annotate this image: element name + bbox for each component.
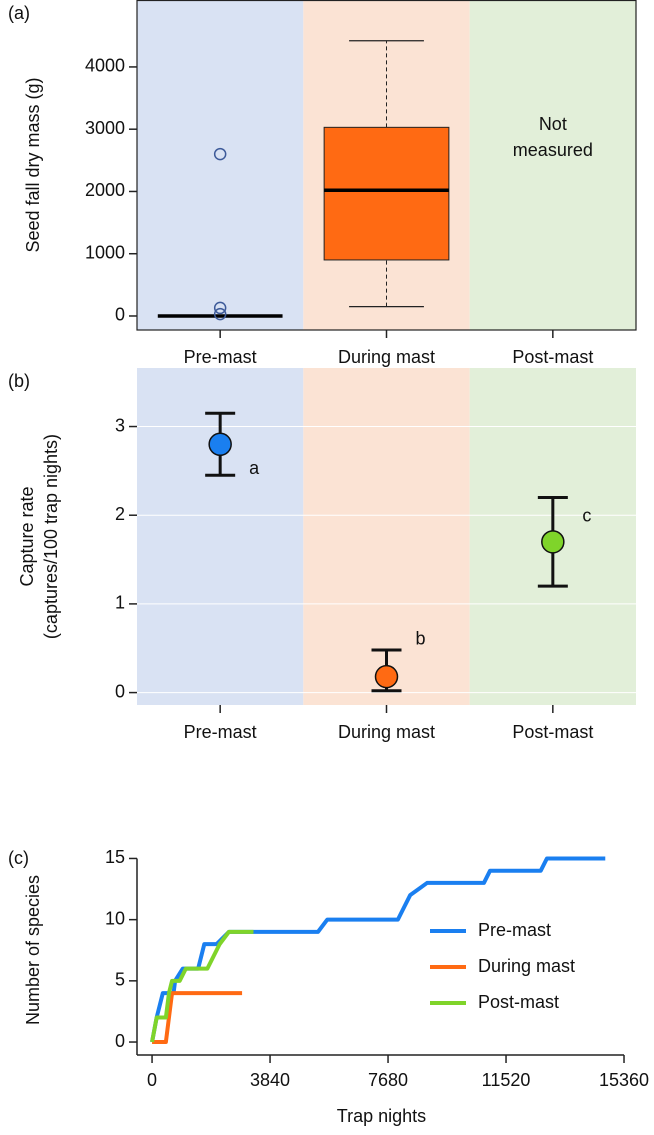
outlier — [213, 147, 227, 161]
y-tick-label: 1 — [115, 593, 125, 613]
annotation: b — [415, 628, 425, 648]
x-tick-label: 0 — [147, 1070, 157, 1090]
y-tick-label: 0 — [115, 305, 125, 325]
point — [541, 530, 565, 554]
x-tick-label: Pre-mast — [184, 347, 257, 367]
legend-label: Pre-mast — [478, 920, 551, 940]
annotation: Not — [539, 114, 567, 134]
x-tick-label: Post-mast — [512, 722, 593, 742]
y-tick-label: 5 — [115, 970, 125, 990]
y-axis-label: Seed fall dry mass (g) — [23, 77, 43, 252]
y-tick-label: 4000 — [85, 56, 125, 76]
y-tick-label: 3 — [115, 415, 125, 435]
y-axis-label: Capture rate — [17, 486, 37, 586]
series-line — [152, 991, 243, 1045]
x-tick-label: During mast — [338, 722, 435, 742]
point — [374, 664, 399, 689]
series-line — [150, 856, 606, 1043]
panel-label: (a) — [8, 3, 30, 23]
x-tick-label: During mast — [338, 347, 435, 367]
series-line — [150, 929, 254, 1043]
y-tick-label: 2000 — [85, 180, 125, 200]
x-tick-label: 15360 — [599, 1070, 649, 1090]
panel-label: (b) — [8, 371, 30, 391]
y-tick-label: 1000 — [85, 242, 125, 262]
background-band — [469, 0, 636, 330]
annotation: c — [582, 506, 591, 526]
y-tick-label: 2 — [115, 504, 125, 524]
outlier — [213, 301, 227, 315]
legend-label: Post-mast — [478, 992, 559, 1012]
y-tick-label: 3000 — [85, 118, 125, 138]
panel-label: (c) — [8, 848, 29, 868]
background-band — [137, 0, 304, 330]
y-axis-label: (captures/100 trap nights) — [41, 434, 61, 639]
legend-label: During mast — [478, 956, 575, 976]
x-tick-label: 11520 — [482, 1070, 531, 1090]
x-axis-label: Trap nights — [337, 1106, 426, 1126]
y-tick-label: 0 — [115, 681, 125, 701]
plot-frame — [136, 0, 637, 331]
x-tick-label: 7680 — [368, 1070, 408, 1090]
x-tick-label: Pre-mast — [184, 722, 257, 742]
outlier — [213, 307, 227, 321]
annotation: measured — [513, 140, 593, 160]
y-tick-label: 15 — [105, 847, 125, 867]
x-tick-label: Post-mast — [512, 347, 593, 367]
y-tick-label: 0 — [115, 1031, 125, 1051]
y-tick-label: 10 — [105, 908, 125, 928]
point — [208, 432, 232, 457]
box — [323, 126, 450, 261]
annotation: a — [249, 458, 260, 478]
y-axis-label: Number of species — [23, 875, 43, 1025]
x-tick-label: 3840 — [250, 1070, 290, 1090]
